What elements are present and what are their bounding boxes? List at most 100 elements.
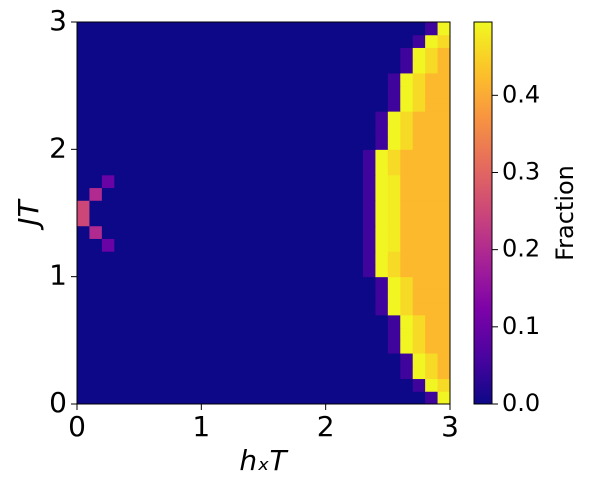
heatmap-cell: [400, 353, 414, 367]
heatmap-cell: [238, 200, 252, 214]
heatmap-cell: [89, 136, 103, 150]
heatmap-cell: [437, 213, 451, 227]
heatmap-cell: [275, 22, 289, 36]
heatmap-cell: [213, 327, 227, 341]
heatmap-cell: [164, 391, 177, 405]
heatmap-cell: [201, 238, 215, 252]
heatmap-cell: [275, 213, 289, 227]
y-tick-label: 2: [49, 131, 67, 164]
heatmap-cell: [288, 174, 302, 189]
heatmap-cell: [412, 225, 426, 239]
heatmap-cell: [288, 22, 302, 36]
heatmap-cell: [164, 378, 177, 392]
heatmap-cell: [437, 60, 451, 74]
heatmap-cell: [77, 149, 90, 163]
heatmap-cell: [77, 47, 90, 61]
heatmap-cell: [114, 85, 128, 99]
heatmap-cell: [188, 327, 202, 341]
heatmap-cell: [226, 123, 240, 138]
heatmap-cell: [151, 327, 165, 341]
heatmap-cell: [338, 276, 352, 290]
heatmap-cell: [77, 263, 90, 278]
heatmap-cell: [412, 327, 426, 341]
heatmap-cell: [338, 353, 352, 367]
heatmap-cell: [188, 391, 202, 405]
heatmap-cell: [164, 276, 177, 290]
heatmap-cell: [188, 149, 202, 163]
heatmap-cell: [201, 289, 215, 303]
heatmap-cell: [201, 225, 215, 239]
heatmap-cell: [313, 72, 327, 87]
heatmap-cell: [425, 85, 439, 99]
heatmap-cell: [313, 276, 327, 290]
heatmap-cell: [101, 72, 115, 87]
heatmap-cell: [238, 353, 252, 367]
heatmap-cell: [350, 85, 364, 99]
heatmap-cell: [300, 263, 314, 278]
heatmap-cell: [139, 302, 153, 316]
heatmap-cell: [77, 302, 90, 316]
heatmap-cell: [425, 34, 439, 48]
heatmap-cell: [325, 391, 339, 405]
heatmap-cell: [437, 111, 451, 125]
heatmap-cell: [375, 276, 389, 290]
heatmap-cell: [400, 378, 414, 392]
heatmap-cell: [437, 22, 451, 36]
colorbar-label: Fraction: [551, 165, 579, 261]
heatmap-cell: [387, 391, 401, 405]
heatmap-cell: [362, 263, 376, 278]
heatmap-cell: [139, 327, 153, 341]
heatmap-cell: [77, 187, 90, 201]
heatmap-cell: [437, 365, 451, 380]
heatmap-cell: [375, 263, 389, 278]
heatmap-cell: [362, 225, 376, 239]
heatmap-cell: [126, 22, 140, 36]
heatmap-cell: [101, 353, 115, 367]
heatmap-cell: [164, 327, 177, 341]
heatmap-cell: [362, 213, 376, 227]
heatmap-cell: [164, 200, 177, 214]
heatmap-cell: [201, 98, 215, 112]
heatmap-cell: [412, 47, 426, 61]
heatmap-cell: [300, 34, 314, 48]
heatmap-cell: [176, 391, 190, 405]
heatmap-cell: [164, 289, 177, 303]
heatmap-cell: [176, 149, 190, 163]
heatmap-cell: [164, 174, 177, 189]
heatmap-cell: [226, 149, 240, 163]
heatmap-cell: [176, 225, 190, 239]
heatmap-cell: [201, 263, 215, 278]
heatmap-cell: [201, 22, 215, 36]
heatmap-cell: [188, 22, 202, 36]
heatmap-cell: [263, 123, 277, 138]
heatmap-cell: [300, 85, 314, 99]
heatmap-cell: [251, 174, 264, 189]
heatmap-cell: [288, 213, 302, 227]
heatmap-cell: [400, 149, 414, 163]
heatmap-cell: [425, 60, 439, 74]
heatmap-cell: [400, 225, 414, 239]
heatmap-cell: [400, 162, 414, 176]
heatmap-cell: [350, 251, 364, 265]
heatmap-cell: [188, 302, 202, 316]
heatmap-cell: [226, 136, 240, 150]
heatmap-cell: [151, 111, 165, 125]
heatmap-cell: [362, 123, 376, 138]
heatmap-cell: [251, 213, 264, 227]
heatmap-cell: [313, 34, 327, 48]
heatmap-cell: [350, 47, 364, 61]
heatmap-cell: [201, 200, 215, 214]
heatmap-cell: [139, 187, 153, 201]
heatmap-cell: [387, 149, 401, 163]
heatmap-cell: [114, 149, 128, 163]
heatmap-cell: [338, 365, 352, 380]
heatmap-cell: [226, 22, 240, 36]
heatmap-cell: [226, 98, 240, 112]
heatmap-cell: [226, 111, 240, 125]
heatmap-cell: [101, 340, 115, 354]
heatmap-cell: [139, 22, 153, 36]
heatmap-cell: [77, 123, 90, 138]
heatmap-cell: [300, 136, 314, 150]
heatmap-cell: [275, 225, 289, 239]
heatmap-cell: [387, 34, 401, 48]
